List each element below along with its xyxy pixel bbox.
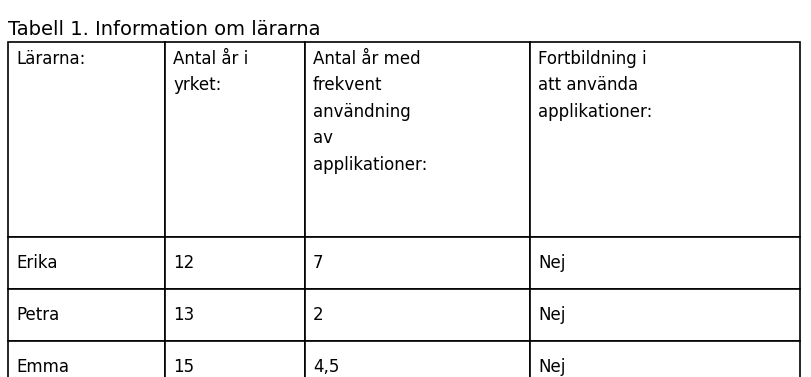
Bar <box>165 341 305 377</box>
Bar <box>530 237 799 289</box>
Bar <box>305 237 530 289</box>
Bar <box>8 341 165 377</box>
Bar <box>8 237 165 289</box>
Text: 12: 12 <box>173 254 194 272</box>
Text: Nej: Nej <box>538 358 564 376</box>
Text: Petra: Petra <box>16 306 59 324</box>
Text: Tabell 1. Information om lärarna: Tabell 1. Information om lärarna <box>8 20 320 39</box>
Text: 4,5: 4,5 <box>312 358 339 376</box>
Bar <box>305 341 530 377</box>
Text: 13: 13 <box>173 306 194 324</box>
Bar <box>165 237 305 289</box>
Text: Lärarna:: Lärarna: <box>16 50 85 68</box>
Text: Fortbildning i
att använda
applikationer:: Fortbildning i att använda applikationer… <box>538 50 651 121</box>
Bar <box>165 289 305 341</box>
Text: Emma: Emma <box>16 358 69 376</box>
Bar <box>305 42 530 237</box>
Text: Erika: Erika <box>16 254 58 272</box>
Bar <box>530 42 799 237</box>
Text: 15: 15 <box>173 358 194 376</box>
Bar <box>530 289 799 341</box>
Text: Antal år i
yrket:: Antal år i yrket: <box>173 50 248 94</box>
Bar <box>305 289 530 341</box>
Text: Nej: Nej <box>538 254 564 272</box>
Bar <box>165 42 305 237</box>
Bar <box>8 42 165 237</box>
Text: 2: 2 <box>312 306 324 324</box>
Bar <box>530 341 799 377</box>
Text: 7: 7 <box>312 254 323 272</box>
Text: Nej: Nej <box>538 306 564 324</box>
Bar <box>8 289 165 341</box>
Text: Antal år med
frekvent
användning
av
applikationer:: Antal år med frekvent användning av appl… <box>312 50 427 173</box>
